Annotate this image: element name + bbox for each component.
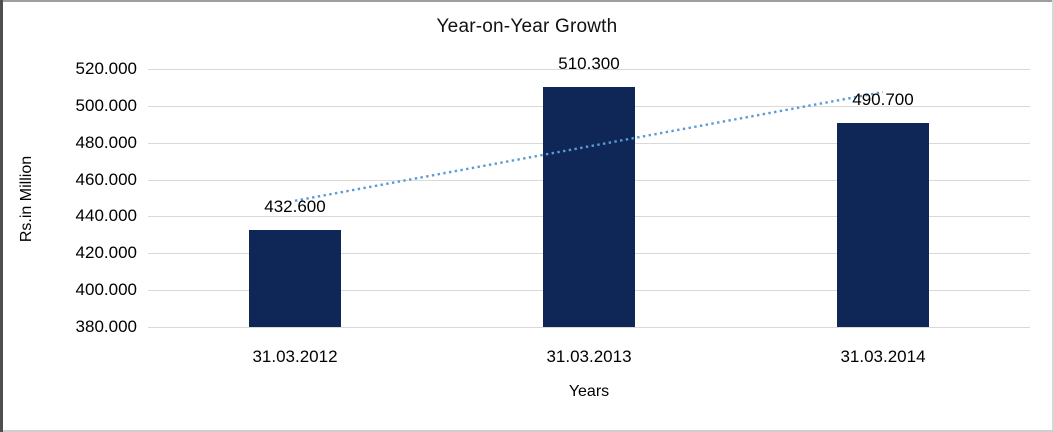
bar-31.03.2012 bbox=[249, 230, 341, 327]
y-tick-label: 400.000 bbox=[75, 280, 137, 299]
x-tick-label: 31.03.2012 bbox=[252, 347, 338, 366]
gridline bbox=[148, 69, 1030, 70]
y-tick-label: 380.000 bbox=[75, 317, 137, 336]
y-tick-label: 420.000 bbox=[75, 243, 137, 262]
gridline bbox=[148, 327, 1030, 328]
y-tick-label: 480.000 bbox=[75, 133, 137, 152]
x-axis-title: Years bbox=[568, 383, 610, 400]
frame-border-top bbox=[0, 0, 1054, 2]
data-label: 510.300 bbox=[558, 54, 620, 73]
data-label: 432.600 bbox=[264, 197, 326, 216]
data-label: 490.700 bbox=[852, 90, 914, 109]
x-tick-label: 31.03.2013 bbox=[546, 347, 632, 366]
frame-border-bottom bbox=[0, 430, 1054, 432]
y-axis-title: Rs.in Million bbox=[18, 155, 35, 243]
bar-31.03.2014 bbox=[837, 123, 929, 327]
y-tick-label: 460.000 bbox=[75, 170, 137, 189]
y-tick-label: 520.000 bbox=[75, 59, 137, 78]
chart-title: Year-on-Year Growth bbox=[436, 16, 618, 37]
bar-31.03.2013 bbox=[543, 87, 635, 327]
y-tick-label: 440.000 bbox=[75, 206, 137, 225]
frame-border-right bbox=[1052, 0, 1054, 432]
y-tick-label: 500.000 bbox=[75, 96, 137, 115]
frame-border-left bbox=[0, 0, 3, 432]
x-tick-label: 31.03.2014 bbox=[840, 347, 926, 366]
